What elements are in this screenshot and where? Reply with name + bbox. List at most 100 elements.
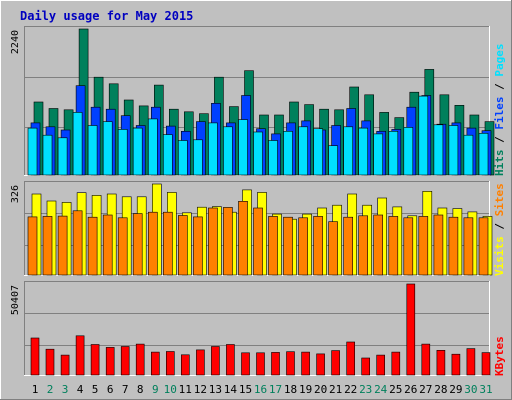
day-label-17: 17: [269, 383, 282, 396]
bar-sites-day-4: [72, 210, 83, 276]
bar-kbytes-day-8: [135, 343, 145, 376]
bar-sites-day-28: [433, 214, 444, 276]
legend-sites: Sites: [493, 183, 506, 216]
bar-sites-day-23: [358, 215, 369, 276]
bar-sites-day-5: [87, 216, 98, 276]
bar-kbytes-day-1: [30, 337, 40, 376]
bar-kbytes-day-25: [391, 351, 401, 376]
bar-sites-day-10: [163, 211, 173, 276]
day-label-18: 18: [284, 383, 297, 396]
bar-kbytes-day-5: [90, 344, 100, 376]
y-axis-labels: 2240 Hits / Files / Pages 326 Visits / Site…: [10, 30, 506, 376]
day-label-21: 21: [329, 383, 342, 396]
bar-sites-day-1: [27, 216, 38, 276]
bar-pages-day-19: [298, 126, 308, 176]
bar-sites-day-15: [238, 201, 248, 276]
bar-pages-day-8: [132, 127, 143, 176]
bar-pages-day-28: [433, 124, 444, 176]
bar-pages-day-1: [27, 127, 38, 176]
ymax-label-visits-sites: 326: [10, 185, 21, 203]
bar-sites-day-31: [478, 217, 489, 276]
panel-visits-sites: [24, 181, 493, 276]
bar-pages-day-13: [208, 122, 218, 176]
series-legend-hits-files-pages: Hits / Files / Pages: [493, 44, 506, 177]
legend-pages: Pages: [493, 44, 506, 77]
bar-kbytes-day-11: [181, 354, 190, 376]
bar-kbytes-day-14: [226, 344, 235, 376]
bar-kbytes-day-30: [466, 348, 476, 376]
bar-sites-day-27: [418, 216, 429, 276]
bar-pages-day-16: [253, 131, 263, 176]
bar-kbytes-day-10: [166, 351, 175, 376]
bar-sites-day-11: [178, 215, 188, 276]
bar-pages-day-2: [42, 134, 53, 176]
bar-pages-day-18: [283, 131, 293, 176]
day-label-12: 12: [194, 383, 207, 396]
panel-kbytes: [24, 281, 491, 376]
bar-pages-day-31: [478, 133, 489, 176]
ymax-label-kbytes: 50407: [10, 285, 21, 315]
bar-sites-day-22: [343, 216, 354, 276]
day-label-3: 3: [62, 383, 69, 396]
ymax-label-hits-files-pages: 2240: [10, 30, 21, 54]
bar-pages-day-20: [313, 128, 323, 176]
series-legend-kbytes: KBytes: [493, 336, 506, 376]
bar-sites-day-9: [148, 211, 158, 276]
bar-kbytes-day-15: [241, 352, 250, 376]
bar-kbytes-day-16: [256, 352, 265, 376]
day-label-10: 10: [164, 383, 177, 396]
day-label-25: 25: [389, 383, 402, 396]
bar-pages-day-15: [238, 119, 248, 176]
bar-kbytes-day-7: [120, 346, 130, 376]
bar-sites-day-2: [42, 216, 53, 276]
bar-sites-day-7: [117, 217, 128, 276]
legend-kbytes: KBytes: [493, 336, 506, 376]
day-label-14: 14: [224, 383, 238, 396]
bar-pages-day-9: [148, 118, 158, 176]
day-label-2: 2: [47, 383, 54, 396]
bar-sites-day-26: [403, 217, 414, 276]
day-label-16: 16: [254, 383, 267, 396]
bar-pages-day-11: [178, 140, 188, 176]
legend-separator: /: [493, 77, 506, 97]
bar-sites-day-25: [388, 216, 399, 276]
bar-sites-day-18: [283, 216, 293, 276]
bar-pages-day-27: [418, 95, 429, 176]
bar-pages-day-17: [268, 140, 278, 176]
chart-title: Daily usage for May 2015: [20, 9, 193, 23]
bar-pages-day-30: [463, 134, 474, 176]
bar-pages-day-4: [72, 112, 83, 176]
legend-visits: Visits: [493, 236, 506, 276]
bar-pages-day-21: [328, 145, 338, 176]
day-label-23: 23: [359, 383, 372, 396]
day-label-13: 13: [209, 383, 222, 396]
legend-files: Files: [493, 97, 506, 130]
bar-sites-day-8: [132, 213, 143, 276]
bar-sites-day-14: [223, 207, 233, 276]
bar-sites-day-20: [313, 216, 323, 276]
day-label-31: 31: [479, 383, 492, 396]
bar-pages-day-24: [373, 133, 384, 176]
bar-kbytes-day-19: [301, 351, 310, 376]
bar-sites-day-24: [373, 214, 384, 276]
bar-pages-day-23: [358, 127, 369, 176]
bar-kbytes-day-28: [436, 349, 446, 376]
day-label-4: 4: [77, 383, 84, 396]
bar-sites-day-19: [298, 217, 308, 276]
day-labels: 1 2 3 4 5 6 7 8 9 10 11 12 13 14 15 16 17 18 19 20 21 22 23 24 2…: [32, 383, 493, 396]
day-label-22: 22: [344, 383, 357, 396]
day-label-30: 30: [464, 383, 477, 396]
day-label-6: 6: [107, 383, 114, 396]
bar-pages-day-3: [57, 137, 68, 176]
bar-sites-day-21: [328, 221, 338, 276]
bar-kbytes-day-13: [211, 346, 220, 376]
panel-hits-files-pages: [24, 26, 495, 176]
bar-pages-day-5: [87, 125, 98, 176]
bar-sites-day-3: [57, 215, 68, 276]
bar-pages-day-7: [117, 129, 128, 176]
day-label-19: 19: [299, 383, 312, 396]
day-label-9: 9: [152, 383, 159, 396]
bar-sites-day-12: [193, 216, 203, 276]
